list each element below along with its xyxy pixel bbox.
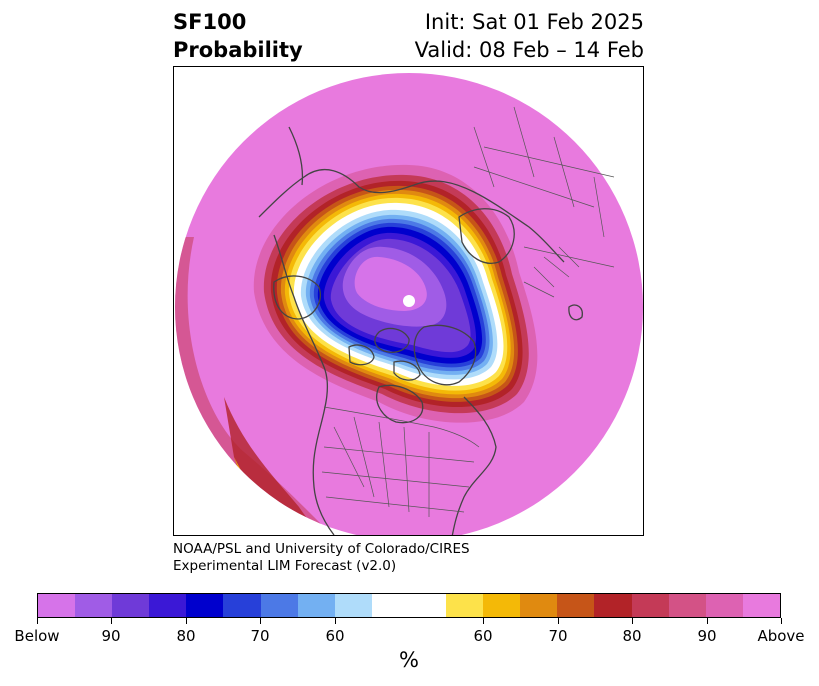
colorbar-tick-label: Below (14, 627, 60, 645)
variable-name: SF100 (173, 10, 247, 34)
colorbar-tick (706, 618, 708, 624)
na-west-coast (273, 234, 335, 535)
colorbar-tick-label: 90 (697, 627, 717, 645)
forecast-dates: Init: Sat 01 Feb 2025 Valid: 08 Feb – 14… (415, 8, 644, 64)
arctic-islands-3 (393, 360, 421, 381)
colorbar-tick-label: 60 (473, 627, 493, 645)
british-isles (568, 304, 583, 321)
credit-line-1: NOAA/PSL and University of Colorado/CIRE… (173, 541, 470, 557)
map-title: SF100 Probability (173, 8, 303, 64)
colorbar-tick (185, 618, 187, 624)
colorbar-tick-label: 90 (101, 627, 121, 645)
colorbar-tick (482, 618, 484, 624)
colorbar-tick (259, 618, 261, 624)
colorbar (37, 593, 781, 618)
colorbar-segment (223, 594, 261, 617)
colorbar-segment (520, 594, 558, 617)
colorbar-tick-label: 70 (250, 627, 270, 645)
colorbar-segment (557, 594, 595, 617)
colorbar-segment (408, 594, 447, 617)
colorbar-segment (38, 594, 76, 617)
colorbar-segment (742, 594, 780, 617)
colorbar-tick (36, 618, 38, 624)
credit-text: NOAA/PSL and University of Colorado/CIRE… (173, 541, 470, 575)
scandinavia (458, 208, 515, 264)
europe-borders (523, 246, 580, 298)
pole-marker (403, 295, 415, 307)
colorbar-segment (260, 594, 298, 617)
colorbar-segment (186, 594, 224, 617)
colorbar-segment (446, 594, 484, 617)
na-east-coast (451, 396, 497, 535)
colorbar-segment (483, 594, 521, 617)
eurasia-north-coast (258, 168, 565, 263)
init-date: Init: Sat 01 Feb 2025 (424, 10, 644, 34)
colorbar-segment (705, 594, 743, 617)
colorbar-tick (780, 618, 782, 624)
credit-line-2: Experimental LIM Forecast (v2.0) (173, 558, 397, 574)
us-state-lines-2 (321, 446, 475, 513)
colorbar-segment (631, 594, 669, 617)
colorbar-tick (557, 618, 559, 624)
colorbar-segment (75, 594, 113, 617)
colorbar-tick-label: 80 (176, 627, 196, 645)
hudson-bay (376, 384, 424, 424)
colorbar-segment (334, 594, 372, 617)
colorbar-tick-label: 80 (622, 627, 642, 645)
valid-range: Valid: 08 Feb – 14 Feb (414, 38, 644, 62)
eurasia-borders-1 (473, 106, 605, 238)
colorbar-unit: % (399, 648, 419, 672)
colorbar-segment (371, 594, 409, 617)
quantity-name: Probability (173, 38, 303, 62)
colorbar-segment (149, 594, 187, 617)
east-siberia (288, 126, 304, 186)
colorbar-segment (112, 594, 150, 617)
polar-projection-map (175, 73, 643, 535)
colorbar-tick (110, 618, 112, 624)
colorbar-tick-label: 70 (548, 627, 568, 645)
coastlines (258, 126, 583, 535)
us-canada-border (323, 406, 480, 448)
arctic-islands-1 (374, 327, 410, 353)
colorbar-tick-label: 60 (325, 627, 345, 645)
forecast-map (173, 66, 644, 536)
colorbar-tick (631, 618, 633, 624)
colorbar-segment (668, 594, 706, 617)
political-borders (321, 106, 615, 517)
arctic-islands-2 (348, 344, 375, 366)
alaska (273, 275, 321, 320)
colorbar-segment (594, 594, 632, 617)
colorbar-tick (334, 618, 336, 624)
probability-contours (175, 164, 538, 535)
us-state-lines-1 (333, 416, 430, 517)
colorbar-segment (297, 594, 335, 617)
colorbar-tick-label: Above (757, 627, 805, 645)
greenland-outline (413, 324, 477, 386)
